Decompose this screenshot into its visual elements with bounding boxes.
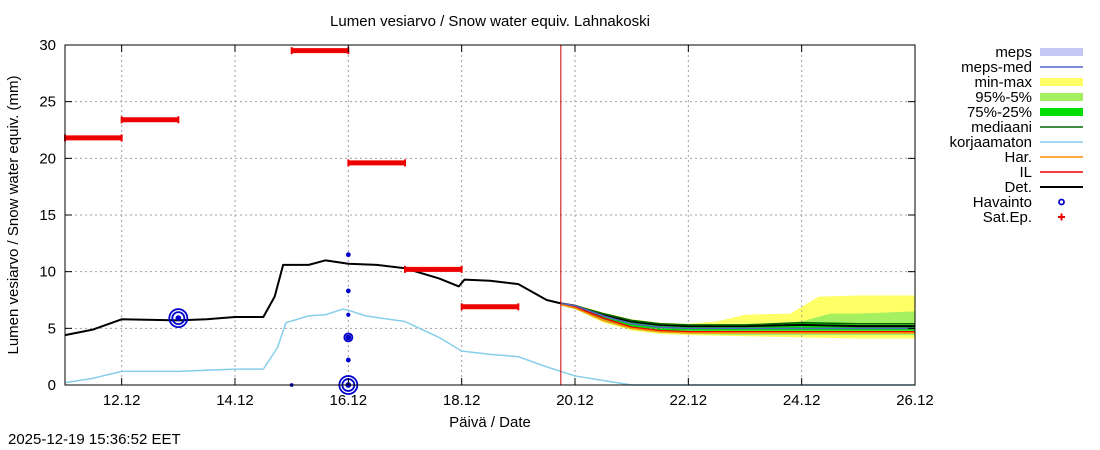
sat-ep-markers [64,47,520,311]
y-tick-label: 15 [39,207,56,224]
legend-label-meps: meps [995,44,1032,61]
y-tick-label: 25 [39,94,56,111]
x-tick-label: 20.12 [556,392,594,409]
x-tick-label: 16.12 [330,392,368,409]
series-il [560,303,915,333]
x-tick-label: 26.12 [896,392,934,409]
legend-label-det: Det. [1004,179,1032,196]
series-lines [64,259,915,386]
legend-swatch-95-5 [1040,93,1083,101]
x-axis-label: Päivä / Date [449,414,531,431]
legend-label-75-25: 75%-25% [967,104,1032,121]
havainto-point [168,308,189,329]
y-tick-label: 10 [39,264,56,281]
x-tick-label: 24.12 [783,392,821,409]
series-det [64,259,915,337]
havainto-markers [168,252,359,395]
havainto-point [345,252,351,258]
legend-label-meps-med: meps-med [961,59,1032,76]
havainto-point [175,315,182,322]
y-axis-label: Lumen vesiarvo / Snow water equiv. (mm) [5,76,22,355]
series-mediaani [560,302,915,326]
series-meps-med [560,302,915,330]
havainto-point [171,311,186,326]
legend-swatch-min-max [1040,78,1083,86]
chart-title: Lumen vesiarvo / Snow water equiv. Lahna… [330,13,650,30]
x-tick-label: 12.12 [103,392,141,409]
y-tick-label: 20 [39,150,56,167]
x-tick-label: 18.12 [443,392,481,409]
timestamp: 2025-12-19 15:36:52 EET [8,431,181,448]
series-har [560,303,915,334]
legend: mepsmeps-medmin-max95%-5%75%-25%mediaani… [949,44,1083,226]
x-tick-label: 22.12 [670,392,708,409]
legend-label-havainto: Havainto [973,194,1032,211]
havainto-point [346,312,351,317]
y-tick-label: 0 [48,377,56,394]
y-tick-label: 5 [48,320,56,337]
series-korjaamaton [64,308,915,386]
legend-label-mediaani: mediaani [971,119,1032,136]
legend-label-il: IL [1019,164,1032,181]
y-tick-label: 30 [39,37,56,54]
havainto-point [345,334,352,341]
legend-label-har: Har. [1004,149,1032,166]
x-tick-label: 14.12 [216,392,254,409]
legend-swatch-meps [1040,48,1083,56]
grid [65,45,915,385]
legend-swatch-havainto [1058,198,1065,206]
havainto-point [343,332,354,343]
legend-label-95-5: 95%-5% [975,89,1032,106]
havainto-point [345,288,351,294]
axis-ticks: 0 5 10 15 20 25 30 12.12 14.12 16.12 18.12 20.12 22.… [39,37,933,409]
legend-label-korjaamaton: korjaamaton [949,134,1032,151]
legend-label-sat-ep: Sat.Ep. [983,209,1032,226]
legend-swatch-75-25 [1040,108,1083,116]
havainto-point [345,357,351,363]
legend-label-min-max: min-max [974,74,1032,91]
